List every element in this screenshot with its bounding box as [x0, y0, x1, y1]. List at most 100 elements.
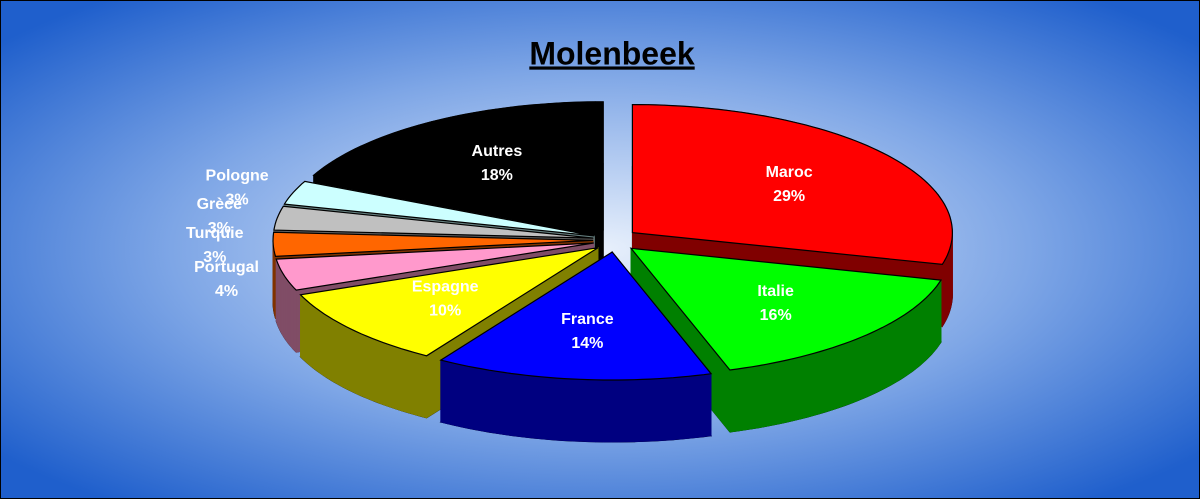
chart-title: Molenbeek	[529, 35, 695, 71]
slice-side	[866, 331, 873, 398]
slice-label: Grèce	[197, 196, 242, 213]
slice-side	[419, 353, 427, 419]
slice-side	[766, 362, 774, 427]
slice-side	[672, 376, 682, 441]
slice-side	[807, 352, 815, 418]
slice-side	[447, 361, 455, 426]
slice-label: Maroc	[766, 164, 813, 181]
slice-side	[341, 323, 347, 390]
slice-side	[925, 294, 930, 361]
slice-side	[891, 319, 897, 386]
slice-side	[602, 379, 612, 443]
slice-side	[618, 379, 628, 443]
slice-side	[915, 302, 920, 370]
slice-side	[388, 344, 396, 410]
slice-side	[309, 302, 314, 369]
slice-side	[850, 338, 857, 405]
slice-side	[751, 365, 760, 430]
slice-side	[316, 308, 322, 375]
slice-value-label: 18%	[481, 167, 513, 184]
slice-side	[737, 367, 746, 432]
slice-side	[481, 368, 490, 433]
slice-side	[695, 374, 705, 438]
slice-side	[503, 371, 512, 436]
slice-side	[800, 354, 808, 420]
slice-side	[300, 293, 304, 361]
slice-side	[312, 305, 318, 372]
slice-side	[773, 361, 781, 426]
slice-label: Turquie	[186, 225, 244, 242]
slice-side	[861, 334, 868, 400]
slice	[272, 231, 594, 258]
slice-label: Autres	[472, 143, 523, 160]
slice-side	[571, 378, 581, 442]
slice-side	[407, 349, 415, 415]
slice-side	[361, 333, 368, 399]
slice-side	[922, 296, 927, 364]
slice-side	[786, 357, 795, 423]
slice-side	[303, 296, 307, 364]
slice-side	[657, 377, 666, 442]
slice-side	[895, 316, 901, 383]
slice-side	[912, 305, 917, 373]
slice-side	[758, 363, 767, 429]
slice-side	[871, 329, 878, 396]
slice-label: Portugal	[194, 259, 259, 276]
slice	[283, 180, 595, 237]
slice-side	[540, 376, 550, 440]
slice	[439, 251, 713, 381]
slice	[273, 205, 594, 239]
slice-side	[467, 365, 476, 431]
slice-side	[680, 375, 689, 440]
slice-side	[838, 343, 846, 409]
slice-side	[941, 259, 945, 328]
slice-value-label: 3%	[226, 192, 249, 209]
slice-side	[440, 359, 448, 425]
slice-side	[595, 379, 604, 443]
slice-label: Italie	[757, 283, 794, 300]
slice-side	[320, 310, 325, 377]
slice	[439, 250, 713, 443]
slice-side	[510, 373, 520, 437]
slice-side	[293, 286, 297, 354]
slice-side	[328, 316, 334, 383]
slice-side	[351, 328, 357, 395]
slice-side	[460, 364, 469, 429]
slice	[312, 101, 604, 231]
slice-label: France	[561, 311, 614, 328]
slice-side	[626, 379, 635, 443]
slice-side	[900, 313, 905, 381]
slice	[275, 242, 594, 291]
slice-side	[876, 326, 883, 393]
slice-label: Pologne	[206, 168, 269, 185]
slice-side	[324, 313, 330, 380]
slice	[299, 247, 599, 357]
slice-side	[337, 321, 343, 388]
slice-side	[908, 308, 913, 375]
slice-side	[377, 340, 384, 406]
slice-side	[634, 378, 643, 443]
slice-side	[780, 359, 788, 424]
slice	[629, 247, 943, 371]
slice-side	[886, 321, 892, 388]
slice-side	[855, 336, 862, 402]
slice-value-label: 3%	[203, 249, 226, 266]
slice-side	[793, 356, 802, 421]
slice-side	[332, 318, 338, 385]
slice-value-label: 3%	[208, 220, 231, 237]
slice-side	[366, 335, 373, 401]
slice-side	[525, 374, 535, 439]
slice-side	[488, 369, 497, 434]
slice-side	[832, 345, 840, 411]
slice-side	[744, 366, 753, 431]
slice-side	[819, 349, 827, 415]
slice-side	[844, 340, 851, 407]
slice-side	[610, 379, 620, 443]
slice-side	[919, 299, 924, 367]
slice-side	[649, 378, 659, 442]
slice-side	[383, 342, 390, 408]
slice-side	[518, 373, 527, 438]
slice-side	[496, 370, 505, 435]
